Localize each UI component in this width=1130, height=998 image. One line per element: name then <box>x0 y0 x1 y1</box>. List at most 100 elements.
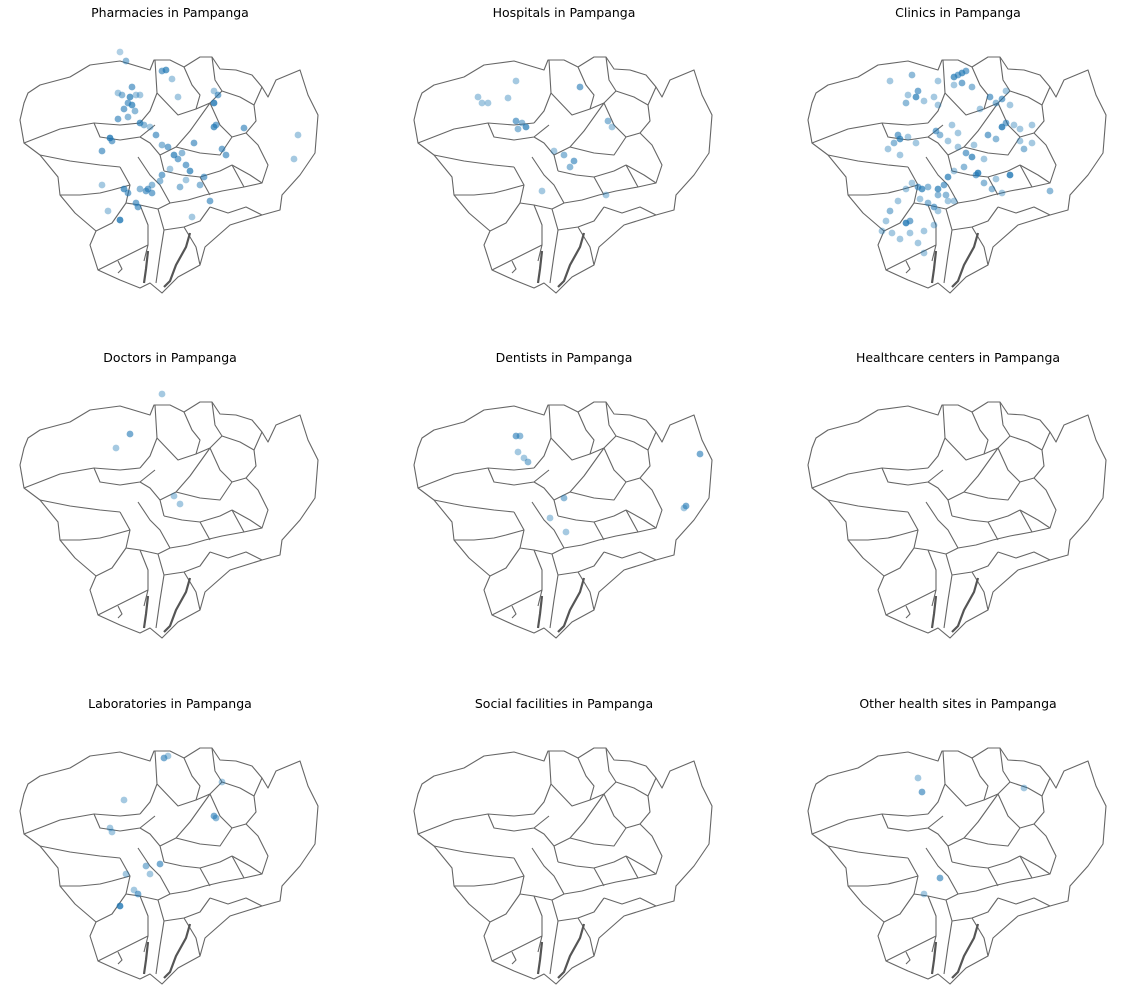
facility-marker <box>294 131 302 139</box>
facility-markers <box>106 752 226 910</box>
panel-social-facilities: Social facilities in Pampanga <box>394 696 734 996</box>
municipal-boundary <box>489 202 521 232</box>
municipal-boundary <box>983 747 1011 801</box>
river-line <box>930 941 938 975</box>
municipal-boundary <box>97 589 149 616</box>
municipal-boundary <box>943 899 953 975</box>
municipal-boundary <box>433 154 515 168</box>
municipal-boundary <box>163 897 211 922</box>
facility-marker <box>522 123 530 131</box>
municipal-boundary <box>603 447 651 483</box>
facility-marker <box>560 151 568 159</box>
municipal-boundary <box>163 551 211 576</box>
facility-marker <box>1010 121 1018 129</box>
facility-marker <box>962 149 970 157</box>
municipal-boundary <box>433 845 515 859</box>
municipal-boundary <box>557 509 627 523</box>
facility-marker <box>884 145 892 153</box>
facility-marker <box>968 153 976 161</box>
municipal-boundary <box>454 184 525 196</box>
municipal-boundary <box>139 204 149 262</box>
panel-title: Social facilities in Pampanga <box>474 696 654 711</box>
municipal-boundary <box>557 206 605 231</box>
facility-marker <box>920 890 928 898</box>
municipal-boundary <box>885 244 937 271</box>
municipal-boundary <box>183 917 201 957</box>
municipal-boundary <box>848 184 919 196</box>
river-line <box>142 250 150 284</box>
municipal-boundary <box>557 551 605 576</box>
panel-pharmacies: Pharmacies in Pampanga <box>0 5 340 305</box>
municipal-boundary <box>951 897 999 922</box>
facility-marker <box>896 151 904 159</box>
facility-marker <box>906 217 914 225</box>
municipal-boundary <box>199 521 211 541</box>
panel-dentists: Dentists in Pampanga <box>394 350 734 650</box>
facility-marker <box>930 93 938 101</box>
municipal-boundary <box>137 156 171 204</box>
province-boundaries <box>413 56 713 294</box>
facility-marker <box>944 197 952 205</box>
facility-marker <box>936 131 944 139</box>
municipal-boundary <box>531 156 565 204</box>
municipal-boundary <box>603 102 651 138</box>
facility-marker <box>934 207 942 215</box>
municipal-boundary <box>577 226 595 266</box>
facility-marker <box>954 143 962 151</box>
municipal-boundary <box>927 750 946 815</box>
facility-marker <box>972 171 980 179</box>
river-line <box>536 941 544 975</box>
facility-marker <box>912 93 920 101</box>
municipal-boundary <box>533 481 559 517</box>
province-outline <box>413 401 713 639</box>
panel-title: Clinics in Pampanga <box>895 5 1021 20</box>
panel-title: Other health sites in Pampanga <box>859 696 1057 711</box>
municipal-boundary <box>39 845 121 859</box>
facility-marker <box>1006 171 1014 179</box>
facility-marker <box>212 814 220 822</box>
municipal-boundary <box>139 827 165 863</box>
municipal-boundary <box>513 511 565 555</box>
municipal-boundary <box>119 511 171 555</box>
facility-marker <box>128 83 136 91</box>
river-line <box>163 232 192 288</box>
facility-marker <box>164 752 172 760</box>
facility-marker <box>178 149 186 157</box>
facility-marker <box>1016 125 1024 133</box>
municipal-boundary <box>603 551 657 561</box>
facility-marker <box>1016 137 1024 145</box>
province-boundaries <box>807 56 1107 294</box>
facility-marker <box>538 187 546 195</box>
facility-marker <box>182 161 190 169</box>
facility-marker <box>998 123 1006 131</box>
facility-marker <box>1002 87 1010 95</box>
municipal-boundary <box>925 847 959 895</box>
municipal-boundary <box>183 226 201 266</box>
municipal-boundary <box>593 867 605 887</box>
facility-marker <box>116 216 124 224</box>
panel-title: Healthcare centers in Pampanga <box>855 350 1061 365</box>
municipal-boundary <box>603 897 657 907</box>
facility-marker <box>136 91 144 99</box>
municipal-boundary <box>163 855 233 869</box>
panel-healthcare-centers: Healthcare centers in Pampanga <box>788 350 1128 650</box>
facility-marker <box>934 101 942 109</box>
municipal-boundary <box>971 571 989 611</box>
municipal-boundary <box>927 895 937 953</box>
municipal-boundary <box>927 481 953 517</box>
municipal-boundary <box>957 531 1033 549</box>
municipal-boundary <box>137 847 171 895</box>
municipal-boundary <box>1009 777 1051 797</box>
facility-marker <box>940 181 948 189</box>
province-boundaries <box>19 401 319 639</box>
municipal-boundary <box>199 176 211 196</box>
facility-marker <box>968 83 976 91</box>
municipal-boundary <box>983 401 1011 455</box>
facility-marker <box>902 185 910 193</box>
facility-marker <box>118 91 126 99</box>
municipal-boundary <box>944 757 989 807</box>
facility-marker <box>186 167 194 175</box>
municipal-boundary <box>569 827 627 847</box>
municipal-boundary <box>927 204 937 262</box>
facility-marker <box>122 870 130 878</box>
